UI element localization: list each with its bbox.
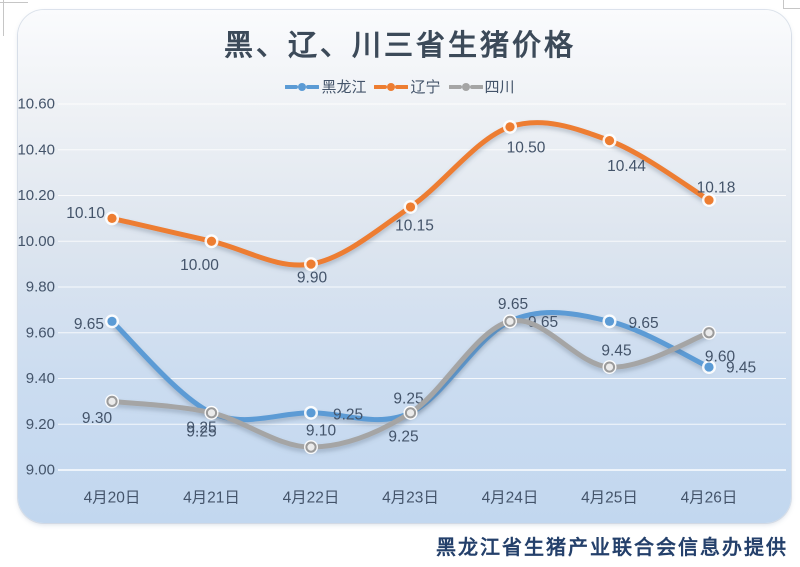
data-point-label: 9.25	[333, 406, 363, 423]
data-point-label: 9.65	[629, 315, 659, 332]
data-point-marker	[204, 234, 219, 249]
data-point-marker	[702, 325, 716, 340]
legend-label: 辽宁	[410, 79, 441, 96]
legend-item-sichuan: 四川	[448, 76, 515, 97]
data-point-label: 9.65	[74, 316, 104, 333]
data-point-label: 9.25	[186, 423, 216, 440]
data-point-label: 10.44	[607, 158, 646, 175]
data-point-marker	[702, 193, 716, 208]
data-point-marker	[304, 440, 318, 455]
x-axis-tick-label: 4月21日	[183, 490, 240, 507]
data-point-label: 9.25	[388, 428, 418, 445]
chart-legend: 黑龙江 辽宁 四川	[0, 76, 800, 97]
data-point-marker	[304, 257, 318, 272]
cell-gridline-mark	[0, 2, 28, 3]
data-point-marker	[602, 133, 617, 148]
data-point-marker	[403, 405, 418, 420]
x-axis-tick-label: 4月20日	[84, 490, 141, 507]
y-axis-tick-label: 9.40	[26, 370, 55, 387]
series-辽宁: 10.10 10.00 9.90 10.15 10.50 10.44 10.18	[66, 119, 736, 287]
legend-line-marker-icon	[448, 82, 483, 91]
data-point-marker	[204, 405, 219, 420]
y-axis-tick-label: 9.80	[26, 279, 55, 296]
data-point-marker	[503, 314, 517, 329]
data-point-marker	[602, 360, 617, 375]
data-point-label: 10.00	[180, 257, 219, 274]
data-point-label: 9.25	[393, 390, 423, 407]
y-axis-tick-label: 10.40	[17, 141, 55, 158]
y-axis-tick-label: 9.20	[26, 416, 55, 433]
legend-item-heilongjiang: 黑龙江	[285, 76, 366, 97]
x-axis-tick-label: 4月24日	[482, 490, 539, 507]
source-caption: 黑龙江省生猪产业联合会信息办提供	[436, 535, 788, 559]
cell-gridline-mark	[783, 0, 784, 9]
legend-item-liaoning: 辽宁	[374, 76, 441, 97]
series-四川: 9.309.25 9.10 9.259.659.45 9.60	[82, 296, 736, 455]
data-point-label: 9.25	[186, 419, 216, 436]
data-point-label: 9.45	[601, 343, 631, 360]
x-axis-tick-label: 4月23日	[382, 490, 439, 507]
data-point-marker	[503, 119, 517, 134]
data-point-marker	[105, 314, 119, 329]
cell-gridline-mark	[3, 0, 4, 36]
y-axis-tick-label: 10.00	[17, 233, 55, 250]
x-axis-tick-label: 4月26日	[681, 490, 738, 507]
y-axis-tick-label: 10.60	[17, 96, 55, 113]
data-point-marker	[105, 394, 119, 409]
data-point-label: 9.65	[498, 296, 528, 313]
data-point-marker	[304, 405, 318, 420]
chart-panel[interactable]	[18, 10, 791, 523]
data-point-marker	[105, 211, 119, 226]
y-axis-tick-label: 9.60	[26, 324, 55, 341]
legend-label: 黑龙江	[321, 79, 367, 96]
x-axis-tick-label: 4月22日	[283, 490, 340, 507]
legend-label: 四川	[484, 79, 515, 96]
x-axis-tick-label: 4月25日	[581, 490, 638, 507]
data-point-label: 10.18	[697, 180, 736, 197]
legend-line-marker-icon	[374, 82, 409, 91]
data-point-label: 9.45	[726, 360, 756, 377]
legend-line-marker-icon	[285, 82, 320, 91]
data-point-marker	[602, 314, 617, 329]
cell-gridline-mark	[783, 8, 800, 9]
data-point-label: 9.90	[297, 270, 328, 287]
data-point-label: 9.30	[82, 410, 113, 427]
data-point-label: 10.50	[507, 139, 546, 156]
data-point-marker	[702, 360, 716, 375]
data-point-marker	[403, 199, 418, 214]
data-point-label: 9.10	[306, 423, 337, 440]
y-axis-tick-label: 10.20	[17, 187, 55, 204]
y-axis-tick-label: 9.00	[26, 462, 55, 479]
chart-title: 黑、辽、川三省生猪价格	[223, 30, 576, 62]
data-point-label: 10.10	[66, 205, 105, 222]
data-point-label: 9.60	[705, 348, 736, 365]
data-point-label: 10.15	[395, 217, 434, 234]
